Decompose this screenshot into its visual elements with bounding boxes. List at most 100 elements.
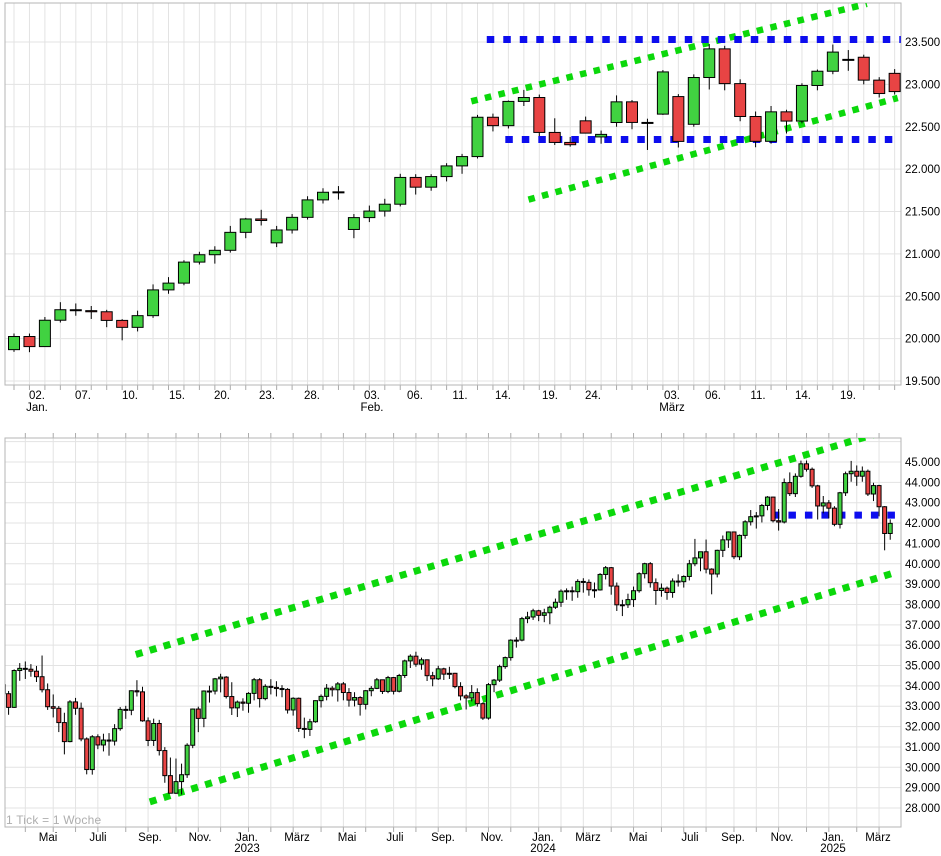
candle-body	[502, 657, 508, 668]
candle-body	[795, 84, 808, 122]
x-axis-sublabel: Jan.	[26, 402, 48, 414]
candle-body	[440, 165, 453, 178]
candle-body	[312, 700, 318, 723]
candle-body	[742, 521, 748, 536]
candle-body	[608, 567, 614, 587]
x-axis-label: Mai	[338, 832, 357, 844]
candle-body	[486, 116, 499, 127]
candle-body	[329, 687, 335, 691]
annotation-lines	[470, 3, 901, 203]
x-axis-label: Jan.	[822, 832, 844, 844]
candle-body	[100, 739, 106, 746]
y-axis-label: 28.000	[905, 803, 940, 815]
x-axis-label: 19.	[542, 390, 558, 402]
candle-body	[112, 728, 118, 742]
candle-body	[190, 708, 196, 746]
candle-body	[508, 639, 514, 659]
candle-body	[703, 551, 709, 570]
candle-body	[430, 675, 436, 680]
candle-body	[223, 676, 229, 698]
candle-body	[106, 739, 112, 742]
candle-body	[681, 575, 687, 583]
y-axis-label: 22.000	[905, 164, 940, 176]
y-axis-label: 39.000	[905, 579, 940, 591]
green-channel-upper	[470, 3, 868, 105]
x-axis-label: 06.	[705, 390, 721, 402]
candle-body	[820, 502, 826, 507]
candle-body	[497, 666, 503, 681]
candle-body	[324, 687, 330, 697]
candle-body	[870, 485, 876, 495]
candle-body	[5, 684, 6, 695]
candle-body	[378, 203, 391, 212]
candle-body	[368, 687, 374, 692]
candle-body	[547, 606, 553, 614]
x-axis-label: 07.	[75, 390, 91, 402]
candle-body	[597, 573, 603, 591]
axis-ticks	[13, 385, 896, 390]
x-axis-sublabel: 2025	[820, 843, 846, 855]
candle-body	[887, 522, 893, 534]
x-axis-label: März	[284, 832, 310, 844]
x-axis-label: 14.	[795, 390, 811, 402]
candle-body	[413, 655, 419, 665]
x-axis-label: 14.	[495, 390, 511, 402]
candle-body	[396, 675, 402, 692]
candle-body	[179, 774, 185, 783]
candle-body	[218, 676, 224, 680]
candle-body	[575, 580, 581, 593]
candle-body	[888, 72, 901, 93]
candle-body	[208, 249, 221, 256]
candle-body	[525, 616, 531, 620]
candle-body	[548, 131, 561, 143]
x-axis-label: Sep.	[721, 832, 745, 844]
candle-body	[631, 590, 637, 601]
candle-body	[441, 668, 447, 675]
candle-body	[167, 775, 173, 794]
candle-body	[116, 319, 129, 328]
candle-body	[734, 83, 747, 117]
y-axis-label: 42.000	[905, 518, 940, 530]
candle-body	[435, 668, 441, 680]
candle-body	[224, 231, 237, 251]
candle-body	[425, 176, 438, 188]
candle-body	[268, 685, 274, 688]
y-axis-label: 23.500	[905, 37, 940, 49]
x-axis-label: 10.	[122, 390, 138, 402]
candle-body	[340, 683, 346, 694]
candle-body	[234, 701, 240, 709]
candle-body	[301, 199, 314, 218]
x-axis-label: Juli	[386, 832, 403, 844]
candle-body	[290, 697, 296, 711]
candle-body	[151, 722, 157, 741]
candle-body	[469, 692, 475, 699]
candle-body	[591, 589, 597, 592]
x-axis-label: 19.	[840, 390, 856, 402]
candle-body	[533, 97, 546, 133]
candle-body	[603, 567, 609, 575]
candle-body	[140, 691, 145, 722]
candle-body	[848, 470, 854, 475]
daily-chart: 23.500 23.000 22.500 22.000 21.500 21.000 20.5…	[4, 2, 940, 414]
candle-body	[656, 71, 669, 115]
candle-body	[586, 581, 592, 591]
candle-body	[725, 531, 731, 541]
y-axis-label: 44.000	[905, 477, 940, 489]
candle-body	[692, 557, 698, 565]
candle-body	[85, 310, 98, 313]
candle-body	[128, 690, 134, 711]
candle-body	[536, 610, 542, 616]
grid	[5, 438, 901, 827]
candle-body	[239, 218, 252, 233]
candle-body	[709, 568, 715, 575]
candle-body	[658, 587, 664, 592]
y-axis-label: 41.000	[905, 538, 940, 550]
candle-body	[177, 261, 190, 284]
plot-frame	[4, 2, 902, 386]
candle-body	[206, 690, 212, 693]
candle-body	[255, 218, 268, 221]
candle-body	[865, 470, 871, 495]
candle-body	[50, 706, 56, 709]
